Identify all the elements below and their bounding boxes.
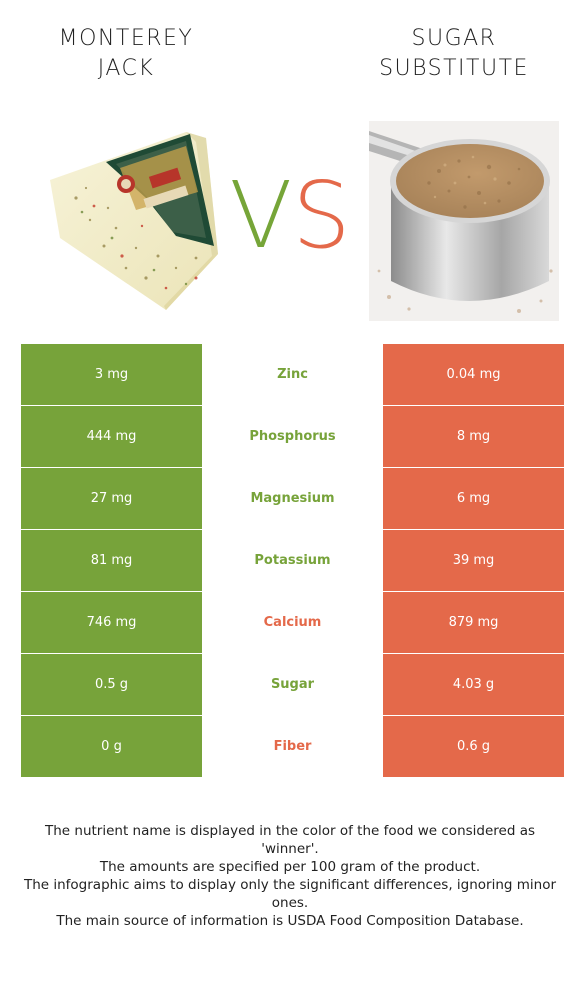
footnote-line-4: The main source of information is USDA F… [56, 913, 524, 929]
left-food-title-line2: JACK [97, 56, 155, 81]
left-value: 444 mg [21, 405, 202, 468]
nutrient-name: Calcium [202, 591, 383, 654]
footnote-line-1: The nutrient name is displayed in the co… [44, 823, 536, 857]
nutrient-row: 81 mg Potassium 39 mg [21, 529, 564, 592]
nutrient-name: Phosphorus [202, 405, 383, 468]
right-food-title-line1: SUGAR [411, 26, 497, 51]
nutrient-name: Fiber [202, 715, 383, 778]
nutrient-row: 3 mg Zinc 0.04 mg [21, 344, 564, 406]
left-value: 27 mg [21, 467, 202, 530]
footnote-line-3: The infographic aims to display only the… [23, 877, 557, 911]
nutrient-name: Magnesium [202, 467, 383, 530]
vs-v: V [229, 162, 293, 269]
nutrient-name: Zinc [202, 344, 383, 406]
right-value: 6 mg [383, 467, 564, 530]
left-value: 81 mg [21, 529, 202, 592]
left-food-title: MONTEREY JACK [26, 24, 226, 84]
nutrient-row: 746 mg Calcium 879 mg [21, 591, 564, 654]
right-food-title-line2: SUBSTITUTE [379, 56, 529, 81]
nutrient-name: Potassium [202, 529, 383, 592]
right-value: 39 mg [383, 529, 564, 592]
left-value: 3 mg [21, 344, 202, 406]
nutrient-row: 444 mg Phosphorus 8 mg [21, 405, 564, 468]
left-value: 0 g [21, 715, 202, 778]
vs-s: S [292, 162, 351, 269]
monterey-jack-cheese-image [50, 132, 218, 310]
right-value: 0.04 mg [383, 344, 564, 406]
nutrient-row: 0 g Fiber 0.6 g [21, 715, 564, 778]
nutrient-name: Sugar [202, 653, 383, 716]
sugar-substitute-image [369, 121, 559, 321]
right-value: 4.03 g [383, 653, 564, 716]
footnote: The nutrient name is displayed in the co… [20, 822, 560, 930]
right-food-title: SUGAR SUBSTITUTE [354, 24, 554, 84]
vs-label: VS [220, 170, 360, 262]
footnote-line-2: The amounts are specified per 100 gram o… [99, 859, 481, 875]
left-value: 746 mg [21, 591, 202, 654]
nutrient-comparison-table: 3 mg Zinc 0.04 mg 444 mg Phosphorus 8 mg 27 mg… [21, 344, 564, 778]
left-food-title-line1: MONTEREY [58, 26, 194, 51]
right-value: 8 mg [383, 405, 564, 468]
nutrient-row: 27 mg Magnesium 6 mg [21, 467, 564, 530]
right-value: 0.6 g [383, 715, 564, 778]
right-value: 879 mg [383, 591, 564, 654]
left-value: 0.5 g [21, 653, 202, 716]
nutrient-row: 0.5 g Sugar 4.03 g [21, 653, 564, 716]
